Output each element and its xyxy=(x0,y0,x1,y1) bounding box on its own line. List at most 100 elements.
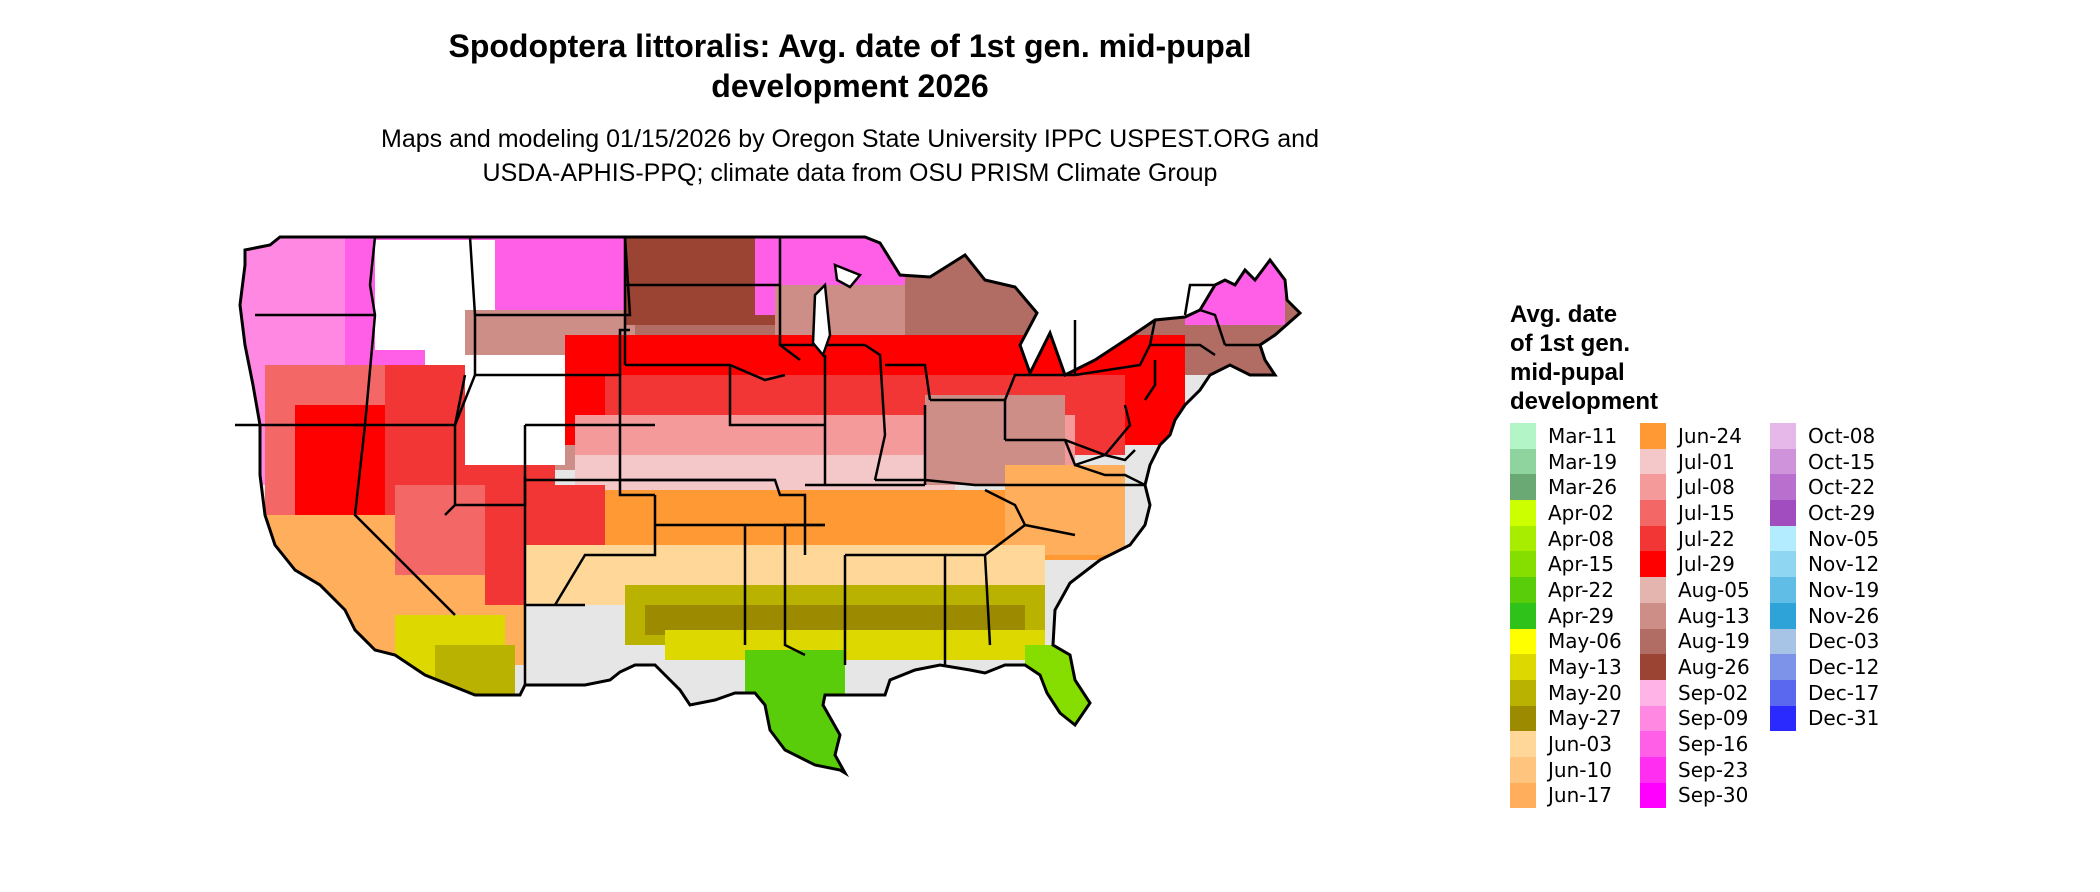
legend-item: Jul-01 xyxy=(1640,448,1750,475)
legend-label: Dec-17 xyxy=(1808,680,1880,705)
legend-item: Oct-29 xyxy=(1770,500,1879,526)
region-dakotas-brown xyxy=(625,237,775,325)
legend-label: Jun-03 xyxy=(1548,732,1612,757)
legend-item: Jul-08 xyxy=(1640,474,1750,501)
legend-item: Sep-23 xyxy=(1640,756,1750,783)
legend-swatch xyxy=(1640,577,1666,603)
region-arizona-olive xyxy=(435,645,515,695)
legend-label: Aug-05 xyxy=(1678,577,1750,602)
region-maine-pink xyxy=(1185,255,1285,325)
legend-swatch xyxy=(1770,423,1796,449)
legend-swatch xyxy=(1640,423,1666,449)
map-subtitle: Maps and modeling 01/15/2026 by Oregon S… xyxy=(260,122,1440,190)
legend-item: Apr-15 xyxy=(1510,551,1622,578)
legend-item: Sep-02 xyxy=(1640,679,1750,706)
legend-item: Jun-03 xyxy=(1510,731,1622,757)
legend-swatch xyxy=(1770,654,1796,680)
legend-label: Dec-31 xyxy=(1808,706,1880,731)
legend-label: Mar-26 xyxy=(1548,475,1618,500)
legend-item: Nov-26 xyxy=(1770,602,1879,629)
legend-label: Nov-19 xyxy=(1808,577,1880,602)
legend-label: Apr-02 xyxy=(1548,500,1614,525)
legend-column-2: Jun-24 Jul-01 Jul-08 Jul-15 Jul-22 Jul-29 Aug-… xyxy=(1640,423,1750,809)
legend-item: Dec-03 xyxy=(1770,628,1879,655)
map-subtitle-line-2: USDA-APHIS-PPQ; climate data from OSU PR… xyxy=(482,159,1218,187)
legend-swatch xyxy=(1510,577,1536,603)
legend-label: Jul-15 xyxy=(1678,500,1735,525)
legend-item: Jun-17 xyxy=(1510,782,1622,809)
legend-title-line-1: Avg. date xyxy=(1510,301,1618,328)
legend-swatch xyxy=(1640,602,1666,629)
legend-label: May-13 xyxy=(1548,655,1622,680)
legend-swatch xyxy=(1640,679,1666,706)
region-gulf-yellow xyxy=(665,630,1045,660)
legend-swatch xyxy=(1640,525,1666,552)
legend-label: Jul-08 xyxy=(1678,475,1735,500)
map-title: Spodoptera littoralis: Avg. date of 1st … xyxy=(260,26,1440,106)
legend-title-line-2: of 1st gen. xyxy=(1510,330,1631,357)
legend-label: Jun-10 xyxy=(1548,757,1612,782)
legend-swatch xyxy=(1640,551,1666,578)
legend-swatch xyxy=(1770,602,1796,629)
legend-item: Nov-12 xyxy=(1770,551,1879,578)
legend-swatch xyxy=(1510,782,1536,809)
legend-swatch xyxy=(1510,756,1536,783)
legend-swatch xyxy=(1770,628,1796,655)
legend-item: Mar-19 xyxy=(1510,448,1622,475)
legend-label: Sep-02 xyxy=(1678,680,1749,705)
legend-item: Dec-12 xyxy=(1770,654,1879,680)
legend-item: Oct-15 xyxy=(1770,448,1879,475)
legend-column-1: Mar-11 Mar-19 Mar-26 Apr-02 Apr-08 Apr-15 Apr-… xyxy=(1510,423,1622,809)
legend-item: Dec-31 xyxy=(1770,705,1880,732)
legend-label: Apr-29 xyxy=(1548,603,1614,628)
legend-title-line-4: development xyxy=(1510,388,1659,415)
legend-item: May-13 xyxy=(1510,654,1622,680)
legend-label: Sep-16 xyxy=(1678,732,1749,757)
legend-label: Oct-15 xyxy=(1808,449,1876,474)
legend-item: Apr-22 xyxy=(1510,577,1622,603)
legend-item: Aug-13 xyxy=(1640,602,1750,629)
legend-swatch xyxy=(1510,705,1536,732)
legend-label: Jul-22 xyxy=(1678,526,1735,551)
legend-label: Jul-01 xyxy=(1678,449,1735,474)
legend-label: Oct-22 xyxy=(1808,475,1876,500)
legend-swatch xyxy=(1770,500,1796,526)
legend-item: Nov-05 xyxy=(1770,525,1879,552)
legend-swatch xyxy=(1510,731,1536,757)
legend-swatch xyxy=(1510,423,1536,449)
legend-item: Sep-09 xyxy=(1640,705,1750,732)
legend-swatch xyxy=(1640,756,1666,783)
legend-label: Sep-09 xyxy=(1678,706,1749,731)
legend-label: Jun-17 xyxy=(1548,783,1612,808)
legend-label: Mar-11 xyxy=(1548,423,1618,448)
legend-swatch xyxy=(1510,679,1536,706)
map-subtitle-line-1: Maps and modeling 01/15/2026 by Oregon S… xyxy=(381,125,1319,153)
legend-item: Dec-17 xyxy=(1770,679,1880,706)
legend-item: Oct-22 xyxy=(1770,474,1879,501)
legend-swatch xyxy=(1770,679,1796,706)
legend-swatch xyxy=(1640,654,1666,680)
legend-swatch xyxy=(1770,474,1796,501)
legend-column-3: Oct-08 Oct-15 Oct-22 Oct-29 Nov-05 Nov-12 Nov-… xyxy=(1770,423,1880,732)
legend-label: Jun-24 xyxy=(1678,423,1742,448)
map-title-line-2: development 2026 xyxy=(711,68,989,104)
legend-swatch xyxy=(1510,448,1536,475)
legend-item: May-20 xyxy=(1510,679,1622,706)
legend-item: Oct-08 xyxy=(1770,423,1879,449)
legend-title-line-3: mid-pupal xyxy=(1510,359,1625,386)
legend-swatch xyxy=(1640,500,1666,526)
legend-label: Oct-29 xyxy=(1808,500,1876,525)
legend-item: Mar-26 xyxy=(1510,474,1622,501)
legend-swatch xyxy=(1770,525,1796,552)
legend-label: Sep-23 xyxy=(1678,757,1749,782)
legend-swatch xyxy=(1510,654,1536,680)
legend-item: May-27 xyxy=(1510,705,1622,732)
legend-swatch xyxy=(1510,500,1536,526)
region-carolina-orange xyxy=(1005,465,1125,555)
legend-item: Aug-19 xyxy=(1640,628,1750,655)
legend-swatch xyxy=(1640,474,1666,501)
legend-label: Sep-30 xyxy=(1678,783,1749,808)
legend-swatch xyxy=(1770,577,1796,603)
region-colorado-snow xyxy=(465,355,565,465)
legend-swatch xyxy=(1770,448,1796,475)
